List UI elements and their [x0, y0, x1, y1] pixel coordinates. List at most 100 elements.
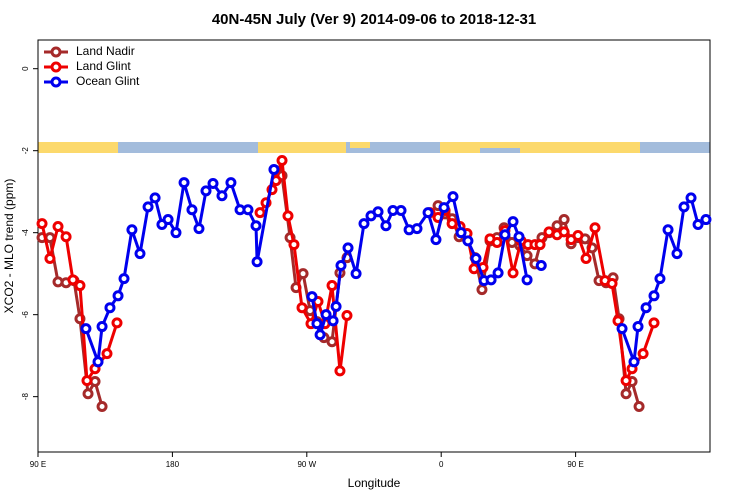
point [134, 248, 146, 260]
point [685, 192, 697, 204]
point [36, 218, 48, 230]
point [268, 164, 280, 176]
legend-marker [50, 61, 62, 73]
x-tick-label: 90 W [297, 460, 316, 469]
point [342, 242, 354, 254]
point [296, 302, 308, 314]
point [499, 229, 511, 241]
point [96, 321, 108, 333]
point [637, 348, 649, 360]
chart-title: 40N-45N July (Ver 9) 2014-09-06 to 2018-… [212, 11, 536, 28]
point [632, 321, 644, 333]
point [311, 318, 323, 330]
point [372, 206, 384, 218]
point [350, 268, 362, 280]
point [250, 220, 262, 232]
point [170, 227, 182, 239]
point [462, 235, 474, 247]
point [612, 315, 624, 327]
point [186, 204, 198, 216]
point [142, 201, 154, 213]
legend-marker [50, 46, 62, 58]
point [534, 239, 546, 251]
point [620, 375, 632, 387]
x-tick-label: 0 [439, 460, 444, 469]
point [282, 210, 294, 222]
point [589, 222, 601, 234]
point [640, 302, 652, 314]
point [82, 388, 94, 400]
legend-label: Land Glint [76, 59, 131, 73]
point [44, 253, 56, 265]
point [60, 231, 72, 243]
point [438, 202, 450, 214]
y-axis-label: XCO2 - MLO trend (ppm) [2, 179, 16, 314]
legend-marker [50, 76, 62, 88]
plot-frame [37, 39, 711, 453]
point [126, 224, 138, 236]
point [620, 388, 632, 400]
y-tick-label: -8 [21, 393, 30, 401]
x-tick-label: 180 [166, 460, 180, 469]
point [101, 348, 113, 360]
point [297, 268, 309, 280]
point [507, 216, 519, 228]
x-tick-label: 90 E [30, 460, 46, 469]
point [470, 253, 482, 265]
point [225, 177, 237, 189]
point [149, 192, 161, 204]
series-line [40, 160, 656, 386]
point [327, 315, 339, 327]
point [118, 273, 130, 285]
point [216, 190, 228, 202]
point [200, 185, 212, 197]
legend-label: Land Nadir [76, 44, 135, 58]
point [104, 302, 116, 314]
point [648, 290, 660, 302]
point [162, 214, 174, 226]
y-tick-label: -2 [21, 147, 30, 155]
point [326, 280, 338, 292]
x-tick-label: 90 E [567, 460, 583, 469]
point [671, 248, 683, 260]
point [207, 177, 219, 189]
point [558, 214, 570, 226]
point [330, 300, 342, 312]
point [341, 309, 353, 321]
point [251, 256, 263, 268]
point [74, 280, 86, 292]
point [558, 226, 570, 238]
point [535, 259, 547, 271]
y-tick-label: 0 [21, 66, 30, 71]
point [476, 284, 488, 296]
point [468, 263, 480, 275]
land-ocean-strip [38, 142, 710, 153]
point [96, 400, 108, 412]
point [112, 290, 124, 302]
point [692, 218, 704, 230]
point [326, 336, 338, 348]
point [648, 317, 660, 329]
point [242, 204, 254, 216]
point [628, 356, 640, 368]
point [422, 207, 434, 219]
y-tick-label: -4 [21, 229, 30, 237]
point [485, 274, 497, 286]
point [455, 227, 467, 239]
point [67, 274, 79, 286]
point [616, 323, 628, 335]
point [111, 317, 123, 329]
point [395, 205, 407, 217]
point [92, 356, 104, 368]
point [513, 231, 525, 243]
point [521, 274, 533, 286]
point [678, 201, 690, 213]
point [288, 239, 300, 251]
point [411, 223, 423, 235]
point [334, 365, 346, 377]
point [306, 291, 318, 303]
point [662, 224, 674, 236]
point [358, 218, 370, 230]
point [447, 191, 459, 203]
point [254, 207, 266, 219]
